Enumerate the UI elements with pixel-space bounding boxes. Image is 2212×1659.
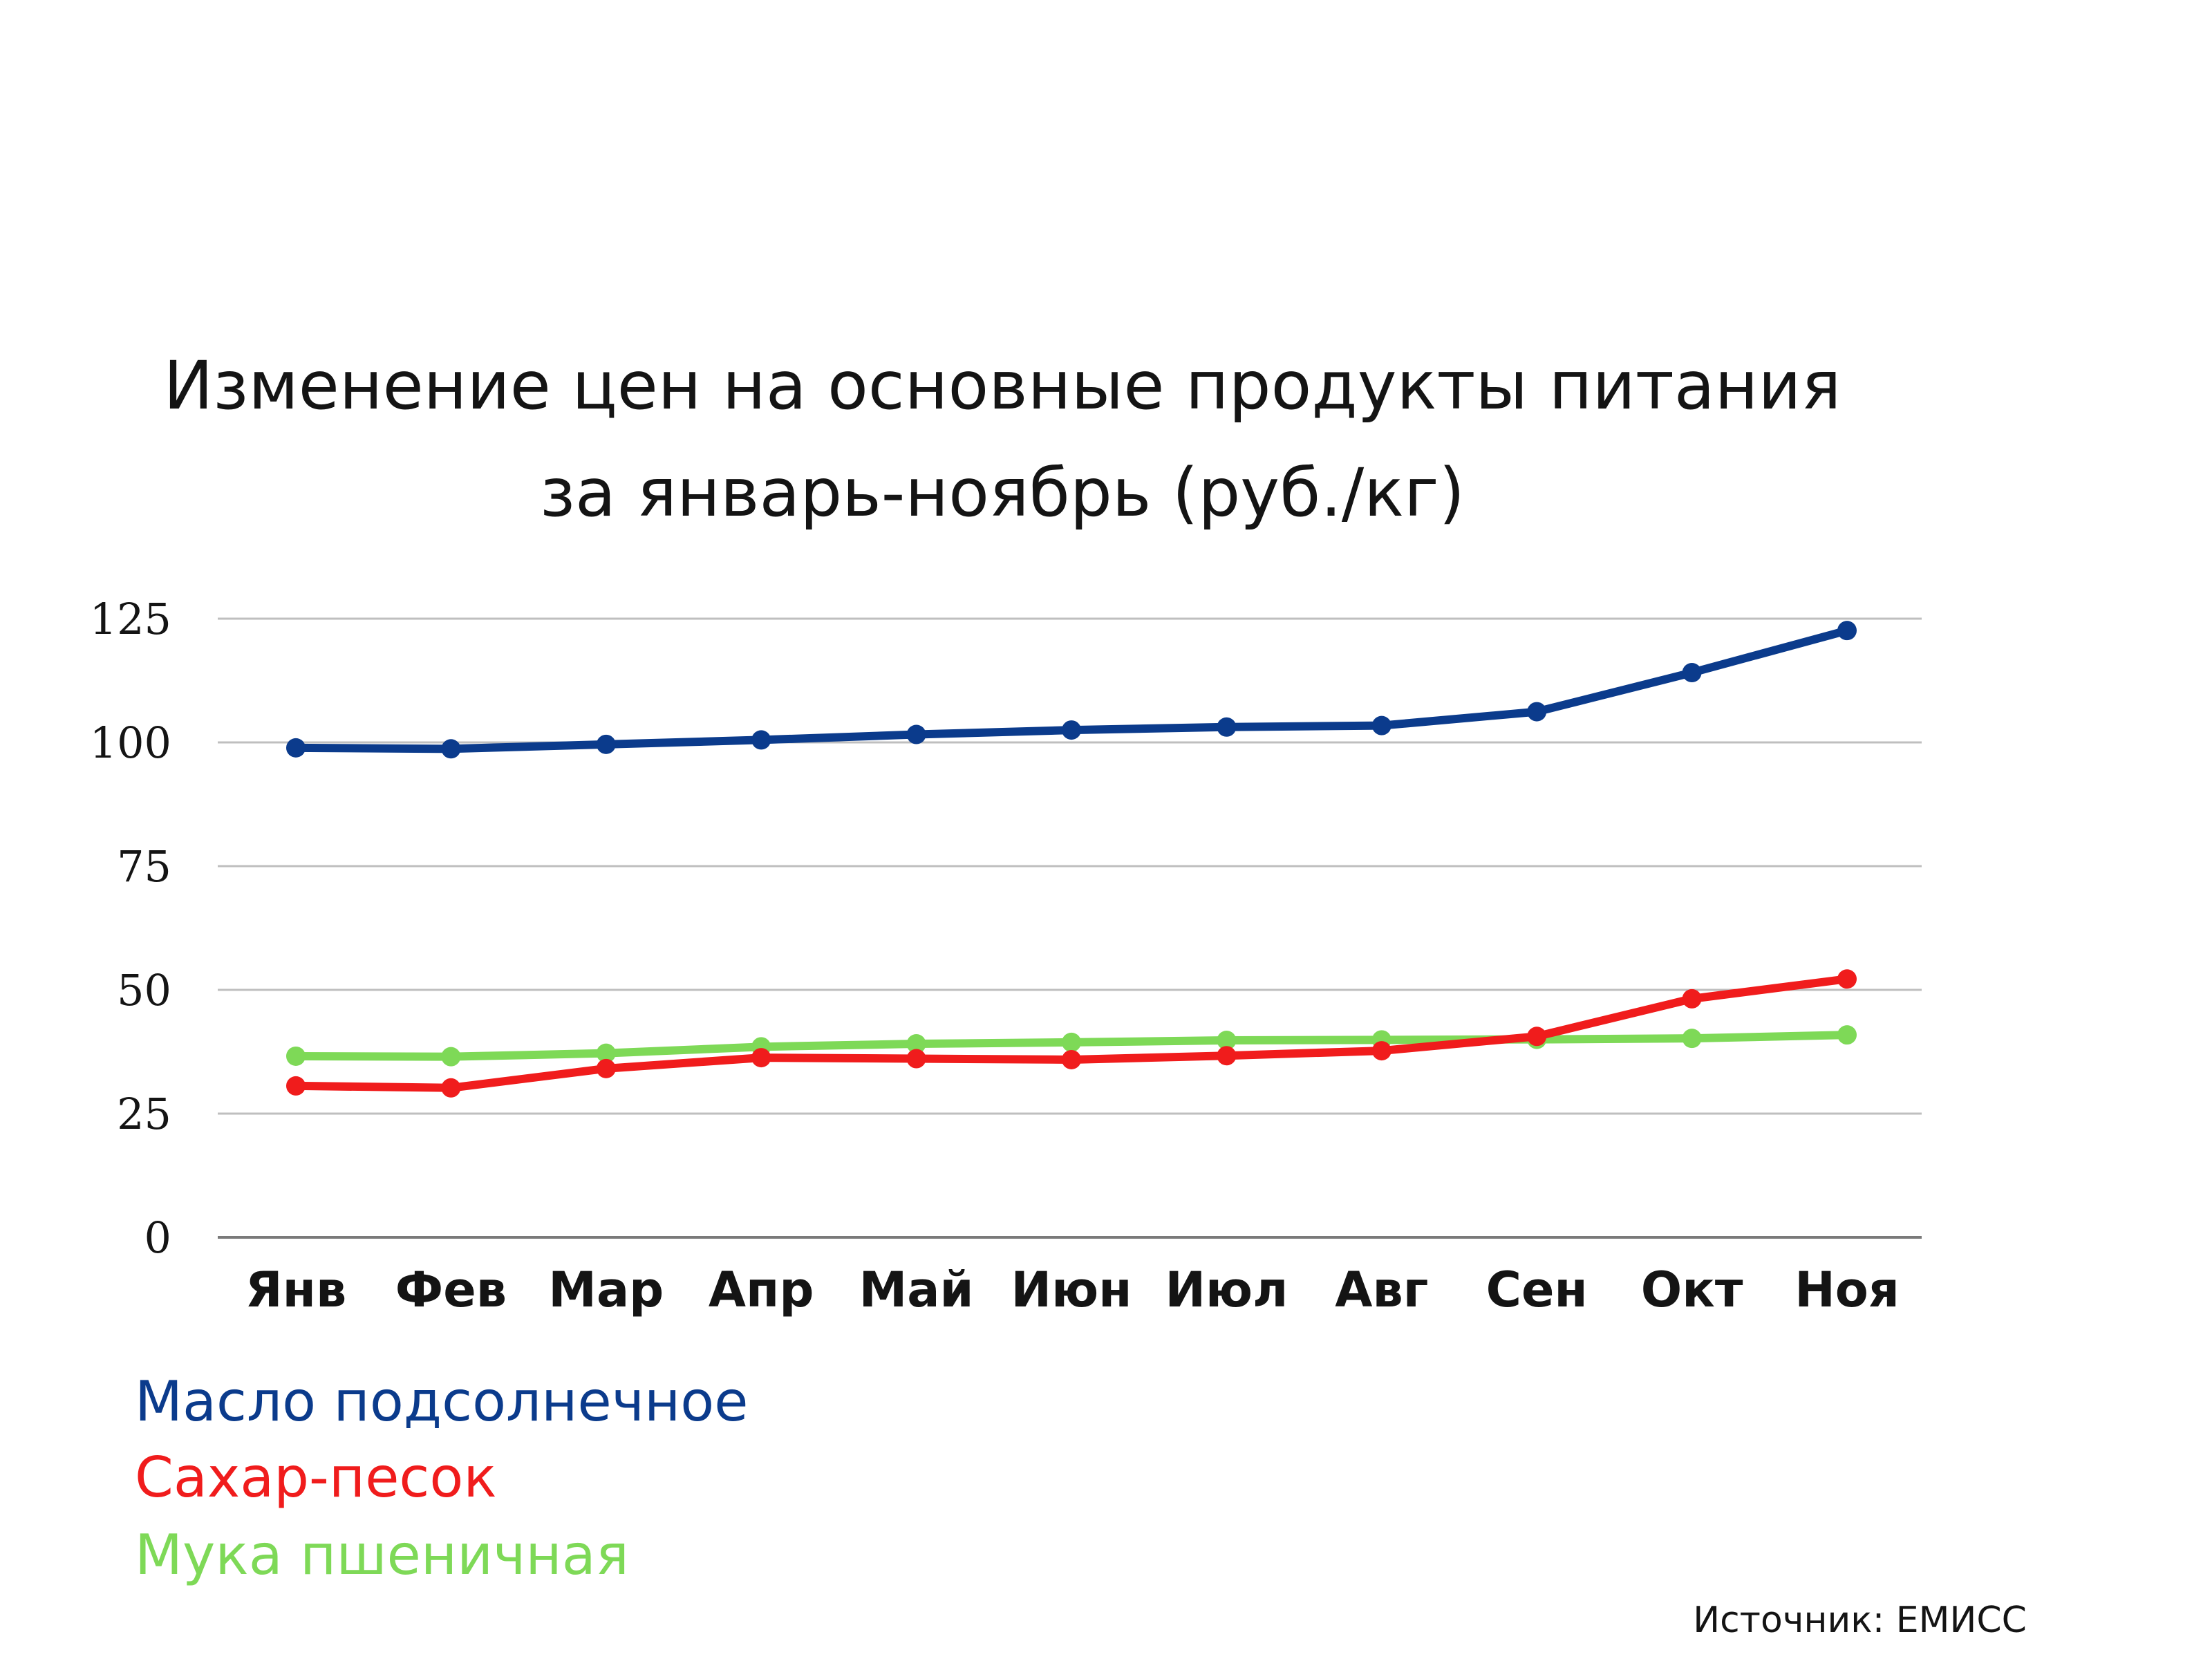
x-tick-label: Май: [859, 1262, 974, 1318]
data-point: [1217, 717, 1237, 737]
x-tick-label: Фев: [395, 1262, 507, 1318]
source-note: Источник: ЕМИСС: [1693, 1600, 2027, 1641]
y-tick-label: 0: [144, 1212, 171, 1263]
data-point: [441, 1047, 461, 1067]
x-tick-label: Ноя: [1794, 1262, 1900, 1318]
axis-layer: 0 25 50 75 100 125 Янв Фев Мар Апр Май Июн Июл Авг Сен…: [90, 594, 1900, 1318]
data-point: [1527, 702, 1547, 722]
series-layer: [286, 621, 1857, 1098]
chart-title-line-2: за январь-ноябрь (руб./кг): [539, 454, 1465, 532]
data-point: [441, 1078, 461, 1098]
data-point: [1837, 621, 1857, 641]
legend-item-sugar: Сахар-песок: [135, 1445, 497, 1510]
data-point: [596, 1043, 616, 1063]
x-tick-label: Апр: [709, 1262, 814, 1318]
x-tick-label: Июн: [1011, 1262, 1132, 1318]
data-point: [906, 1034, 926, 1054]
data-point: [1371, 715, 1391, 735]
data-point: [1062, 1032, 1081, 1052]
data-point: [1527, 1027, 1547, 1047]
legend-item-sunflower-oil: Масло подсолнечное: [135, 1369, 749, 1434]
data-point: [441, 739, 461, 759]
data-point: [1062, 720, 1081, 740]
data-point: [751, 1048, 771, 1068]
legend-item-wheat-flour: Мука пшеничная: [135, 1523, 629, 1587]
data-point: [1217, 1046, 1237, 1066]
data-point: [751, 730, 771, 750]
data-point: [286, 1046, 306, 1066]
y-tick-label: 125: [90, 594, 171, 644]
x-tick-label: Янв: [245, 1262, 347, 1318]
data-point: [1837, 969, 1857, 989]
data-point: [1682, 663, 1702, 683]
data-point: [286, 738, 306, 758]
data-point: [1217, 1031, 1237, 1051]
chart-title-line-1: Изменение цен на основные продукты питан…: [163, 347, 1841, 424]
data-point: [1682, 1029, 1702, 1049]
data-point: [1062, 1049, 1081, 1069]
data-point: [596, 734, 616, 754]
y-tick-label: 50: [117, 965, 171, 1015]
data-point: [1682, 988, 1702, 1009]
data-point: [1837, 1025, 1857, 1045]
x-tick-label: Мар: [548, 1262, 664, 1318]
y-tick-label: 25: [117, 1089, 171, 1139]
y-tick-label: 100: [90, 718, 171, 768]
data-point: [1371, 1041, 1391, 1061]
grid-layer: [218, 617, 1922, 1239]
data-point: [906, 724, 926, 744]
x-tick-label: Июл: [1165, 1262, 1288, 1318]
x-tick-label: Авг: [1335, 1262, 1428, 1318]
series-0: [286, 621, 1857, 759]
data-point: [596, 1058, 616, 1078]
series-1: [286, 969, 1857, 1098]
y-tick-label: 75: [117, 841, 171, 892]
x-tick-label: Сен: [1486, 1262, 1588, 1318]
x-tick-label: Окт: [1641, 1262, 1743, 1318]
data-point: [286, 1076, 306, 1096]
data-point: [906, 1049, 926, 1069]
